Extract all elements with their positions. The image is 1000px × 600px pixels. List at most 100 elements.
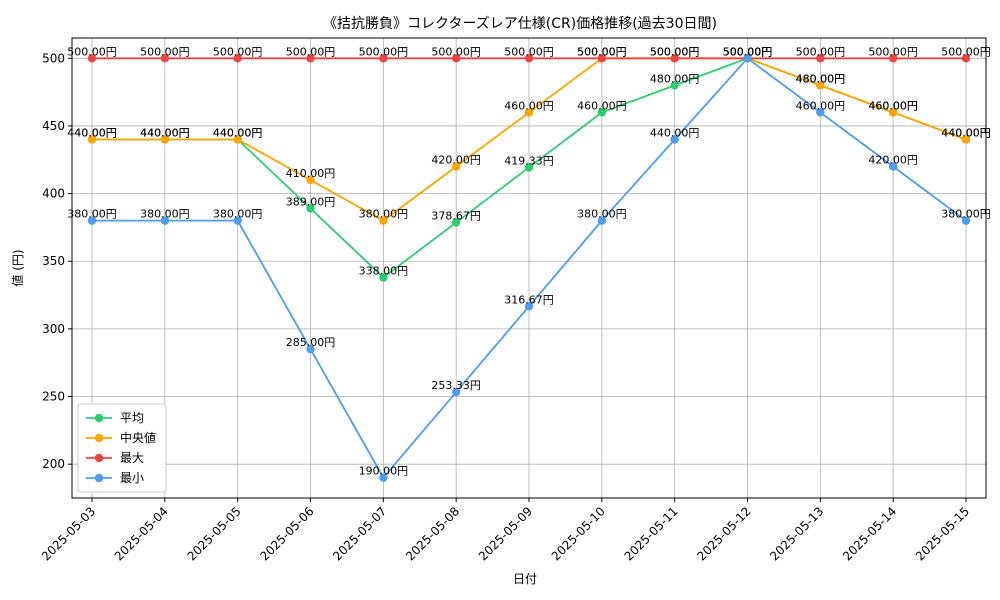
data-point (87, 216, 97, 225)
x-axis-ticks: 2025-05-03 2025-05-04 2025-05-05 2025-05-06… (39, 498, 972, 563)
data-label: 440.00円 (650, 126, 700, 139)
data-point (524, 108, 534, 117)
data-label: 500.00円 (504, 45, 554, 58)
legend-marker (94, 433, 104, 443)
data-point (233, 135, 242, 144)
data-label: 500.00円 (650, 45, 700, 58)
x-tick-label: 2025-05-10 (549, 504, 608, 563)
x-tick-label: 2025-05-09 (476, 504, 535, 563)
data-label: 380.00円 (213, 208, 263, 221)
data-label: 480.00円 (796, 72, 846, 85)
x-tick-label: 2025-05-11 (622, 504, 681, 563)
chart-title: 《拮抗勝負》コレクターズレア仕様(CR)価格推移(過去30日間) (323, 16, 717, 32)
x-tick-label: 2025-05-13 (767, 504, 826, 563)
data-label: 316.67円 (504, 293, 554, 306)
data-point (451, 54, 461, 63)
data-point (597, 216, 607, 225)
data-point (306, 54, 315, 63)
legend-entry: 最大 (120, 451, 144, 465)
data-label: 480.00円 (650, 72, 700, 85)
x-tick-label: 2025-05-03 (39, 504, 98, 563)
y-tick-label: 500 (42, 51, 65, 65)
y-tick-label: 350 (42, 254, 65, 268)
data-label: 419.33円 (504, 154, 554, 167)
y-tick-label: 450 (42, 119, 65, 133)
data-label: 380.00円 (941, 208, 991, 221)
data-point (233, 216, 242, 225)
data-point (961, 54, 971, 63)
data-label: 500.00円 (723, 45, 773, 58)
series-lines (87, 54, 971, 482)
data-label: 285.00円 (286, 336, 336, 349)
data-point (379, 473, 388, 482)
x-tick-label: 2025-05-06 (257, 504, 316, 563)
data-point (888, 162, 898, 171)
legend-marker (94, 413, 104, 423)
data-label: 500.00円 (723, 45, 773, 58)
data-point (160, 135, 170, 144)
data-label: 500.00円 (577, 45, 627, 58)
x-tick-label: 2025-05-15 (913, 504, 972, 563)
data-label: 440.00円 (140, 126, 190, 139)
data-point (597, 108, 607, 117)
data-label: 440.00円 (941, 126, 991, 139)
data-point (597, 54, 607, 63)
data-point (451, 387, 461, 397)
data-label: 500.00円 (723, 45, 773, 58)
data-label: 378.67円 (431, 209, 481, 222)
legend-marker (94, 453, 104, 463)
data-point (816, 54, 825, 63)
data-label: 460.00円 (868, 99, 918, 112)
data-point (961, 216, 971, 225)
data-point (379, 216, 388, 225)
data-point (306, 344, 315, 354)
data-label: 338.00円 (359, 264, 409, 277)
x-tick-label: 2025-05-07 (330, 504, 389, 563)
data-point (524, 54, 534, 63)
data-label: 410.00円 (286, 167, 336, 180)
data-point (961, 135, 971, 144)
data-point (306, 175, 315, 185)
data-label: 380.00円 (577, 208, 627, 221)
data-label: 389.00円 (286, 195, 336, 208)
x-tick-label: 2025-05-12 (694, 504, 753, 563)
legend-box (77, 403, 167, 493)
data-label: 480.00円 (796, 72, 846, 85)
data-label: 440.00円 (213, 126, 263, 139)
data-label: 500.00円 (796, 45, 846, 58)
data-point (524, 163, 534, 172)
data-label: 500.00円 (286, 45, 336, 58)
y-tick-label: 300 (42, 322, 65, 336)
data-label: 500.00円 (723, 45, 773, 58)
data-label: 190.00円 (359, 465, 409, 478)
data-point (451, 162, 461, 171)
data-label: 460.00円 (504, 99, 554, 112)
legend-entry: 平均 (120, 411, 144, 425)
data-label: 380.00円 (359, 208, 409, 221)
data-label: 440.00円 (941, 126, 991, 139)
legend-marker (94, 473, 104, 483)
data-label: 420.00円 (431, 154, 481, 167)
data-point (160, 54, 170, 63)
data-label: 500.00円 (359, 45, 409, 58)
data-point (888, 54, 898, 63)
y-axis-label: 値 (円) (10, 249, 25, 286)
x-tick-label: 2025-05-05 (185, 504, 244, 563)
data-label: 460.00円 (577, 99, 627, 112)
data-label: 440.00円 (67, 126, 117, 139)
data-point (524, 302, 534, 311)
data-label: 460.00円 (796, 99, 846, 112)
y-axis-ticks: 200 250 300 350 400 450 500 (42, 51, 72, 471)
data-point (87, 54, 97, 63)
data-point (816, 81, 825, 90)
data-label: 500.00円 (868, 45, 918, 58)
x-tick-label: 2025-05-08 (403, 504, 462, 563)
data-point (670, 54, 679, 63)
data-point (233, 54, 242, 63)
x-tick-label: 2025-05-14 (840, 504, 899, 563)
legend-entry: 最小 (120, 471, 144, 485)
data-point (160, 216, 170, 225)
